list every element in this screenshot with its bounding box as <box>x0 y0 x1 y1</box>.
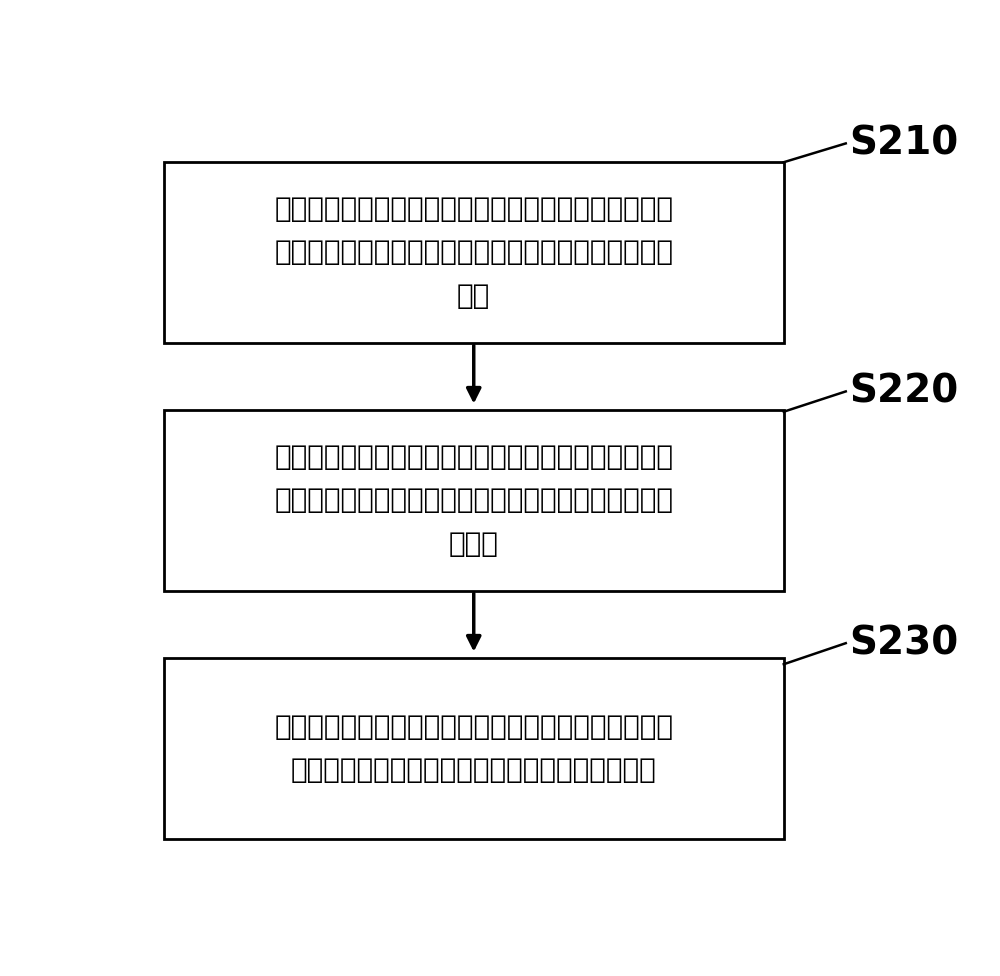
Text: S230: S230 <box>850 625 959 662</box>
Text: 根据活动水平数据和排放因子，确定预设时间段内的基
于菱镁矿加工的工业过程产生的二氧化碳的排放量: 根据活动水平数据和排放因子，确定预设时间段内的基 于菱镁矿加工的工业过程产生的二… <box>274 712 673 784</box>
Text: 获取二氧化碳的排放因子；其中，排放因子为预设时间
段内的基于菱镁矿加工的工业过程确定的二氧化碳的排
放因子: 获取二氧化碳的排放因子；其中，排放因子为预设时间 段内的基于菱镁矿加工的工业过程… <box>274 443 673 558</box>
Bar <box>164 162 784 343</box>
Bar <box>164 658 784 838</box>
Text: S210: S210 <box>850 124 959 162</box>
Text: S220: S220 <box>850 373 959 411</box>
Bar <box>164 410 784 590</box>
Text: 接收由加工设备发送的活动水平数据；其中，活动水平
数据为预设时间段内的基于菱镁矿加工得到的工业产品
产量: 接收由加工设备发送的活动水平数据；其中，活动水平 数据为预设时间段内的基于菱镁矿… <box>274 195 673 309</box>
